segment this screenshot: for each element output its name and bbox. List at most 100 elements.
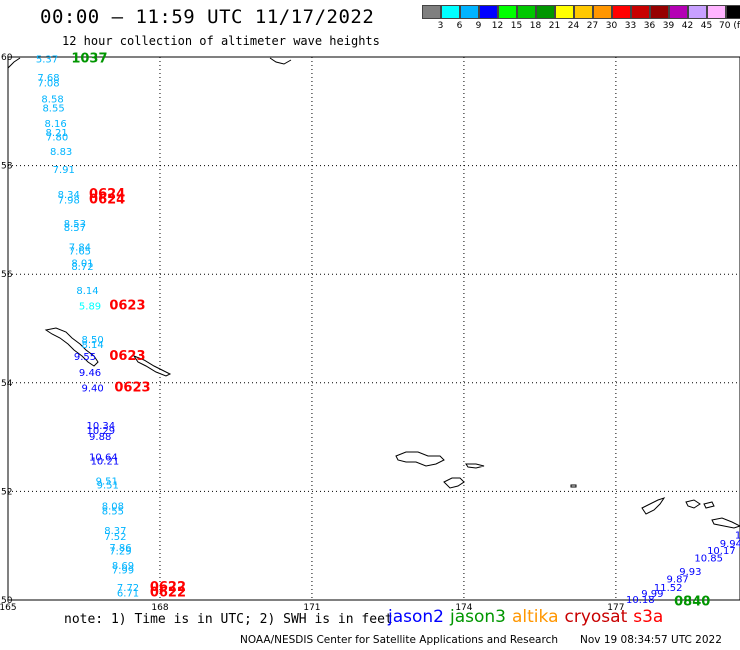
colorbar-cell (707, 5, 726, 19)
lon-tick-label: 177 (607, 603, 624, 613)
wave-height-label: 9.55 (74, 352, 96, 363)
wave-height-label: 10.18 (626, 595, 655, 606)
coast-top-left (7, 57, 21, 69)
colorbar-cell (669, 5, 688, 19)
colorbar-tick-label: 39 (662, 21, 675, 31)
islet-b (685, 499, 701, 509)
wave-height-label: 9.99 (641, 589, 663, 600)
graticule (8, 57, 740, 600)
wave-height-label: 8.14 (81, 340, 103, 351)
lat-tick-label: 58 (1, 162, 13, 172)
wave-height-label: 7.72 (117, 583, 139, 594)
wave-height-label: 10.21 (91, 456, 120, 467)
wave-height-label: 11.52 (654, 583, 683, 594)
kiska-island (641, 497, 666, 515)
wave-height-label: 8.57 (64, 223, 86, 234)
colorbar-tick-label: 12 (491, 21, 504, 31)
colorbar-tick-label: 30 (605, 21, 618, 31)
colorbar-cell (555, 5, 574, 19)
lon-tick-label: 165 (0, 603, 17, 613)
colorbar-cell (460, 5, 479, 19)
colorbar-tick-label: 24 (567, 21, 580, 31)
agattu-island (443, 477, 465, 489)
attu-island (395, 451, 445, 467)
wave-height-label: 8.14 (76, 286, 98, 297)
wave-height-label: 9.40 (81, 384, 103, 395)
pass-time-label: 0624 (89, 187, 125, 202)
wave-height-label: 7.84 (69, 243, 91, 254)
legend-s3a: s3a (633, 607, 664, 627)
wave-height-label: 8.37 (104, 526, 126, 537)
wave-height-label: 8.34 (58, 190, 80, 201)
colorbar-tick-label: 27 (586, 21, 599, 31)
wave-height-label: 9.88 (89, 432, 111, 443)
lat-tick-label: 56 (1, 270, 13, 280)
satellite-legend: jason2 jason3 altika cryosat s3a (388, 607, 669, 627)
lat-tick-label: 54 (1, 379, 13, 389)
wave-height-label: 8.50 (81, 335, 103, 346)
wave-height-label: 7.68 (37, 73, 59, 84)
pass-time-label: 0624 (89, 192, 125, 207)
wave-height-label: 9.51 (97, 480, 119, 491)
islet-a (465, 463, 485, 469)
colorbar-cell (479, 5, 498, 19)
semichi-islet (570, 484, 577, 488)
pass-time-label: 0622 (150, 580, 186, 595)
wave-height-label: 8.21 (45, 128, 67, 139)
colorbar-cell (517, 5, 536, 19)
wave-height-label: 8.83 (50, 147, 72, 158)
wave-height-label: 5.37 (36, 55, 58, 66)
wave-height-label: 10.34 (87, 421, 116, 432)
lat-tick-label: 50 (1, 596, 13, 606)
wave-height-label: 7.29 (109, 547, 131, 558)
colorbar-cell (593, 5, 612, 19)
colorbar-cell (612, 5, 631, 19)
wave-height-label: 7.86 (109, 543, 131, 554)
colorbar-tick-label: 18 (529, 21, 542, 31)
legend-jason3: jason3 (450, 607, 506, 627)
wave-height-label: 8.55 (102, 506, 124, 517)
wave-height-label: 9.87 (667, 574, 689, 585)
colorbar-cell (726, 5, 740, 19)
legend-altika: altika (512, 607, 559, 627)
colorbar-tick-label: 3 (437, 21, 444, 31)
medny-island (132, 354, 172, 377)
colorbar-tick-label: 6 (456, 21, 463, 31)
legend-cryosat: cryosat (564, 607, 628, 627)
colorbar-tick-label: 36 (643, 21, 656, 31)
coast-top-center (269, 57, 292, 65)
pass-time-label: 0623 (109, 299, 145, 314)
colorbar-cell (650, 5, 669, 19)
wave-height-label: 7.80 (46, 132, 68, 143)
wave-height-label: 8.58 (41, 94, 63, 105)
colorbar-tick-label: 33 (624, 21, 637, 31)
colorbar-tick-label: 70 (ft) (719, 21, 740, 31)
colorbar-cell (498, 5, 517, 19)
wave-height-label: 6.71 (117, 588, 139, 599)
wave-height-label: 8.08 (102, 502, 124, 513)
pass-time-label: 0623 (114, 381, 150, 396)
colorbar-cell (422, 5, 441, 19)
axis-labels: 165 168 171 174 177 60 58 56 54 52 50 (0, 53, 624, 613)
lon-tick-label: 168 (151, 603, 168, 613)
wave-height-label: 8.69 (112, 561, 134, 572)
rat-islands (711, 517, 740, 529)
colorbar-cell (536, 5, 555, 19)
legend-jason2: jason2 (388, 607, 444, 627)
wave-height-label: 7.99 (112, 566, 134, 577)
lon-tick-label: 174 (455, 603, 472, 613)
lon-tick-label: 171 (303, 603, 320, 613)
colorbar-cell (441, 5, 460, 19)
pass-time-label: 0840 (674, 595, 710, 610)
note-text: note: 1) Time is in UTC; 2) SWH is in fe… (64, 612, 393, 627)
wave-height-label: 8.55 (42, 103, 64, 114)
wave-height-label: 7.52 (104, 532, 126, 543)
wave-height-label: 10.29 (87, 426, 116, 437)
lat-tick-label: 52 (1, 487, 12, 497)
wave-height-label: 9.94 (720, 539, 740, 550)
wave-height-label: 9.93 (679, 567, 701, 578)
wave-height-label: 8.01 (71, 258, 93, 269)
wave-height-label: 10.64 (89, 453, 118, 464)
